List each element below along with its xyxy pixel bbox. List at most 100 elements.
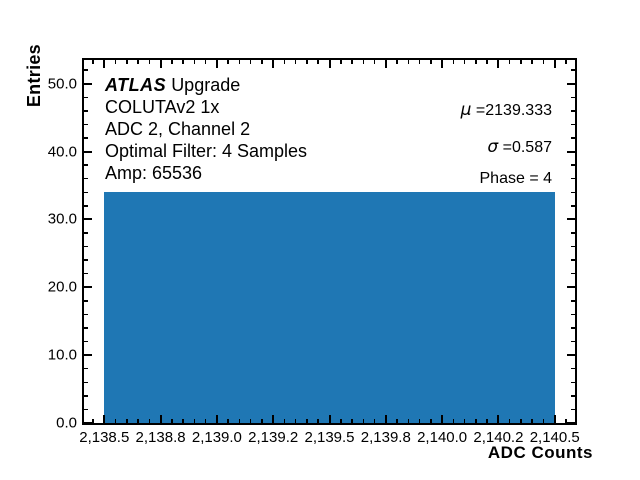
x-minor-tick — [227, 60, 229, 64]
stat-symbol: σ — [487, 137, 499, 157]
x-minor-tick — [475, 419, 477, 423]
x-minor-tick — [294, 419, 297, 423]
x-minor-tick — [452, 60, 455, 64]
x-minor-tick — [430, 419, 432, 423]
annotation-line: Optimal Filter: 4 Samples — [105, 141, 308, 161]
y-major-tick — [567, 354, 575, 357]
x-major-tick — [272, 415, 275, 423]
y-minor-tick — [571, 69, 575, 71]
x-minor-tick — [171, 419, 173, 423]
y-major-tick — [567, 218, 575, 221]
x-minor-tick — [249, 419, 252, 423]
x-minor-tick — [362, 60, 365, 64]
annotation-line: ADC 2, Channel 2 — [105, 119, 251, 139]
y-tick-label: 30.0 — [47, 210, 77, 228]
x-minor-tick — [137, 419, 139, 423]
y-minor-tick — [84, 408, 88, 411]
y-minor-tick — [84, 123, 88, 126]
x-minor-tick — [407, 419, 410, 423]
y-minor-tick — [84, 191, 88, 194]
y-minor-tick — [571, 272, 575, 275]
x-minor-tick — [182, 60, 184, 64]
x-axis-title: ADC Counts — [487, 443, 593, 462]
y-major-tick — [84, 422, 92, 424]
y-major-tick — [84, 354, 92, 357]
stat-symbol: μ — [460, 100, 472, 120]
atlas-label: ATLAS Upgrade — [105, 74, 307, 96]
y-minor-tick — [84, 381, 88, 384]
x-minor-tick — [126, 60, 128, 64]
y-minor-tick — [84, 232, 88, 234]
y-minor-tick — [571, 137, 575, 139]
x-major-tick — [441, 60, 444, 68]
x-minor-tick — [261, 60, 263, 64]
x-major-tick — [159, 60, 162, 68]
stat-mu: μ =2139.333 — [461, 100, 552, 120]
x-minor-tick — [340, 60, 342, 64]
y-minor-tick — [571, 313, 575, 316]
y-minor-tick — [571, 340, 575, 343]
annotation-lines: COLUTAv2 1x ADC 2, Channel 2 Optimal Filte… — [105, 96, 307, 184]
annotation-line: Amp: 65536 — [105, 163, 203, 183]
x-tick-label: 2,140.0 — [417, 429, 468, 446]
x-minor-tick — [475, 60, 477, 64]
x-minor-tick — [306, 60, 308, 64]
x-minor-tick — [137, 60, 139, 64]
y-major-tick — [84, 218, 92, 221]
y-tick-label: 10.0 — [47, 346, 77, 364]
x-tick-label: 2,139.5 — [304, 429, 355, 446]
y-minor-tick — [571, 327, 575, 329]
y-minor-tick — [571, 205, 575, 207]
stat-value: =2139.333 — [471, 102, 552, 119]
y-minor-tick — [571, 164, 575, 166]
x-minor-tick — [418, 419, 421, 423]
x-major-tick — [497, 415, 500, 423]
x-minor-tick — [542, 419, 545, 423]
histogram-bar — [104, 192, 555, 423]
y-major-tick — [84, 286, 92, 289]
x-minor-tick — [249, 60, 252, 64]
x-minor-tick — [407, 60, 410, 64]
x-minor-tick — [193, 419, 196, 423]
y-minor-tick — [84, 245, 88, 248]
y-major-tick — [84, 150, 92, 153]
x-minor-tick — [463, 419, 466, 423]
stat-sigma: σ =0.587 — [487, 137, 552, 157]
x-minor-tick — [430, 60, 432, 64]
x-major-tick — [553, 60, 556, 68]
x-minor-tick — [565, 60, 567, 64]
x-major-tick — [384, 60, 387, 68]
y-major-tick — [567, 422, 575, 424]
x-minor-tick — [306, 419, 308, 423]
x-minor-tick — [317, 419, 319, 423]
x-tick-label: 2,138.8 — [135, 429, 186, 446]
x-major-tick — [441, 415, 444, 423]
y-major-tick — [567, 150, 575, 153]
y-minor-tick — [84, 259, 88, 261]
x-minor-tick — [452, 419, 455, 423]
x-minor-tick — [283, 60, 286, 64]
x-minor-tick — [396, 60, 398, 64]
x-minor-tick — [520, 419, 522, 423]
y-minor-tick — [84, 313, 88, 316]
x-major-tick — [328, 60, 331, 68]
x-minor-tick — [227, 419, 229, 423]
y-major-tick — [84, 82, 92, 85]
x-major-tick — [328, 415, 331, 423]
y-minor-tick — [84, 96, 88, 99]
x-minor-tick — [283, 419, 286, 423]
x-minor-tick — [294, 60, 297, 64]
phase-label: Phase = 4 — [479, 170, 553, 187]
x-minor-tick — [486, 419, 488, 423]
x-minor-tick — [508, 60, 511, 64]
y-minor-tick — [571, 300, 575, 302]
y-minor-tick — [84, 137, 88, 139]
y-minor-tick — [84, 300, 88, 302]
y-minor-tick — [571, 110, 575, 112]
x-tick-label: 2,138.5 — [79, 429, 130, 446]
y-minor-tick — [571, 395, 575, 397]
x-minor-tick — [238, 419, 241, 423]
x-tick-label: 2,140.5 — [529, 429, 580, 446]
x-major-tick — [215, 60, 218, 68]
x-minor-tick — [508, 419, 511, 423]
